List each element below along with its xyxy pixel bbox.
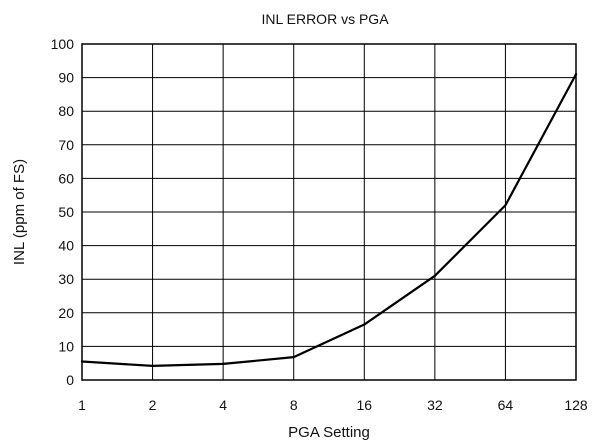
x-tick-label: 128 <box>564 397 588 413</box>
x-tick-label: 2 <box>149 397 157 413</box>
y-axis-ticks: 0 10 20 30 40 50 60 70 80 90 100 <box>51 36 75 388</box>
series-layer <box>80 73 578 367</box>
data-point <box>433 274 436 277</box>
y-tick-label: 90 <box>58 70 74 86</box>
data-point <box>222 362 225 365</box>
y-tick-label: 0 <box>66 372 74 388</box>
y-tick-label: 60 <box>58 170 74 186</box>
data-point <box>363 323 366 326</box>
y-tick-label: 70 <box>58 137 74 153</box>
y-tick-label: 30 <box>58 271 74 287</box>
x-axis-ticks: 1 2 4 8 16 32 64 128 <box>78 397 588 413</box>
x-tick-label: 4 <box>219 397 227 413</box>
y-tick-label: 80 <box>58 103 74 119</box>
y-tick-label: 40 <box>58 238 74 254</box>
grid-lines <box>81 43 577 381</box>
y-tick-label: 10 <box>58 338 74 354</box>
y-tick-label: 20 <box>58 305 74 321</box>
plot-frame <box>81 43 577 381</box>
x-tick-label: 32 <box>427 397 443 413</box>
data-point <box>504 204 507 207</box>
x-tick-label: 8 <box>290 397 298 413</box>
y-tick-label: 100 <box>51 36 75 52</box>
x-tick-label: 16 <box>356 397 372 413</box>
chart-title: INL ERROR vs PGA <box>261 11 389 27</box>
x-axis-label: PGA Setting <box>288 424 370 441</box>
y-tick-label: 50 <box>58 204 74 220</box>
data-point <box>292 356 295 359</box>
series-line <box>80 73 578 367</box>
y-axis-label: INL (ppm of FS) <box>11 159 28 265</box>
x-tick-label: 64 <box>498 397 514 413</box>
data-point <box>151 364 154 367</box>
x-tick-label: 1 <box>78 397 86 413</box>
